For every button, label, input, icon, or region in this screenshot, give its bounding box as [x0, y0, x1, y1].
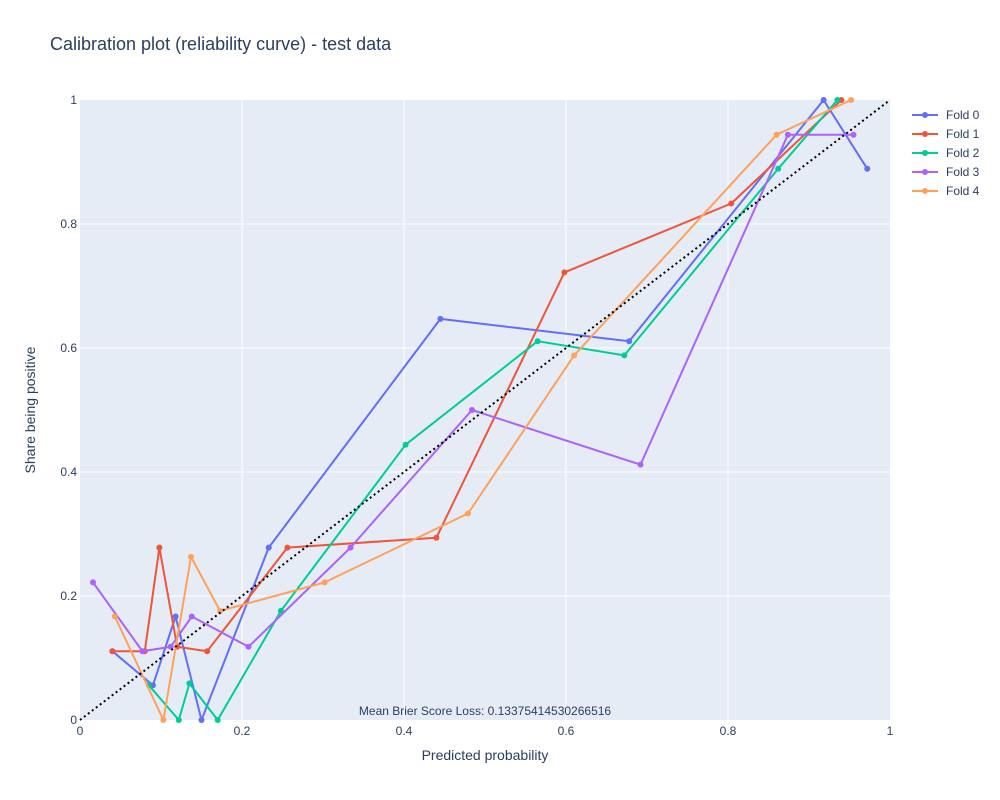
- data-point: [245, 643, 252, 650]
- data-point: [728, 200, 735, 207]
- data-point: [469, 407, 475, 413]
- data-point: [284, 544, 291, 551]
- x-tick-label: 0.8: [720, 724, 737, 738]
- x-tick-label: 0: [77, 724, 84, 738]
- data-point: [347, 544, 354, 551]
- x-tick-label: 0.2: [234, 724, 251, 738]
- data-point: [437, 315, 444, 322]
- y-tick-label: 0.4: [60, 465, 77, 479]
- data-point: [321, 579, 328, 586]
- brier-score-annotation: Mean Brier Score Loss: 0.133754145302665…: [359, 704, 612, 718]
- data-point: [773, 131, 780, 138]
- y-tick-label: 0: [70, 713, 77, 727]
- data-point: [784, 131, 791, 138]
- legend-item-fold-0[interactable]: Fold 0: [912, 108, 980, 122]
- data-point: [188, 613, 195, 620]
- plot-content: [79, 97, 891, 723]
- data-point: [465, 510, 471, 517]
- legend-label: Fold 3: [946, 165, 980, 179]
- y-tick-label: 0.6: [60, 341, 77, 355]
- data-point: [848, 97, 855, 103]
- y-axis-title: Share being positive: [22, 346, 38, 473]
- legend-swatch-marker: [922, 131, 928, 137]
- legend-swatch-marker: [922, 188, 928, 194]
- data-point: [834, 97, 841, 103]
- data-point: [820, 97, 827, 103]
- y-axis-ticks: 0 0.2 0.4 0.6 0.8 1: [60, 93, 77, 727]
- data-point: [160, 717, 167, 723]
- series-fold-4: [111, 97, 855, 723]
- legend-label: Fold 4: [946, 184, 980, 198]
- data-point: [156, 544, 163, 551]
- data-point: [626, 338, 633, 345]
- data-point: [850, 131, 857, 138]
- data-point: [265, 544, 272, 551]
- data-point: [277, 607, 284, 614]
- data-point: [433, 534, 440, 541]
- data-point: [172, 613, 179, 620]
- x-tick-label: 0.6: [558, 724, 575, 738]
- x-axis-title: Predicted probability: [422, 747, 549, 763]
- data-point: [775, 165, 782, 172]
- data-point: [621, 352, 628, 359]
- data-point: [637, 461, 644, 468]
- data-point: [109, 648, 116, 655]
- legend-swatch-marker: [922, 169, 928, 175]
- data-point: [534, 338, 541, 345]
- grid: [80, 100, 890, 720]
- x-tick-label: 1: [887, 724, 894, 738]
- legend-label: Fold 2: [946, 146, 980, 160]
- series-line: [148, 99, 839, 721]
- chart-title: Calibration plot (reliability curve) - t…: [50, 34, 392, 54]
- data-point: [139, 648, 146, 655]
- legend-item-fold-1[interactable]: Fold 1: [912, 127, 980, 141]
- legend: Fold 0 Fold 1 Fold 2 Fold 3 Fold 4: [912, 108, 980, 198]
- legend-label: Fold 0: [946, 108, 980, 122]
- data-point: [217, 607, 224, 614]
- x-axis-ticks: 0 0.2 0.4 0.6 0.8 1: [77, 724, 894, 738]
- data-point: [864, 165, 871, 172]
- data-point: [188, 553, 194, 560]
- legend-swatch-marker: [922, 112, 928, 118]
- x-tick-label: 0.4: [396, 724, 413, 738]
- data-point: [175, 717, 182, 723]
- data-point: [402, 441, 409, 448]
- data-point: [198, 717, 205, 723]
- y-tick-label: 0.8: [60, 217, 77, 231]
- y-tick-label: 0.2: [60, 589, 77, 603]
- data-point: [561, 269, 568, 276]
- legend-item-fold-4[interactable]: Fold 4: [912, 184, 980, 198]
- series-line: [92, 133, 854, 653]
- perfect-calibration-line: [79, 99, 891, 721]
- data-point: [111, 613, 118, 620]
- data-point: [571, 352, 578, 359]
- data-point: [90, 579, 96, 586]
- legend-label: Fold 1: [946, 127, 980, 141]
- legend-item-fold-2[interactable]: Fold 2: [912, 146, 980, 160]
- y-tick-label: 1: [70, 93, 77, 107]
- series-line: [112, 99, 843, 653]
- legend-swatch-marker: [922, 150, 928, 156]
- legend-item-fold-3[interactable]: Fold 3: [912, 165, 980, 179]
- data-point: [214, 717, 221, 723]
- data-point: [186, 680, 193, 687]
- data-point: [204, 648, 211, 655]
